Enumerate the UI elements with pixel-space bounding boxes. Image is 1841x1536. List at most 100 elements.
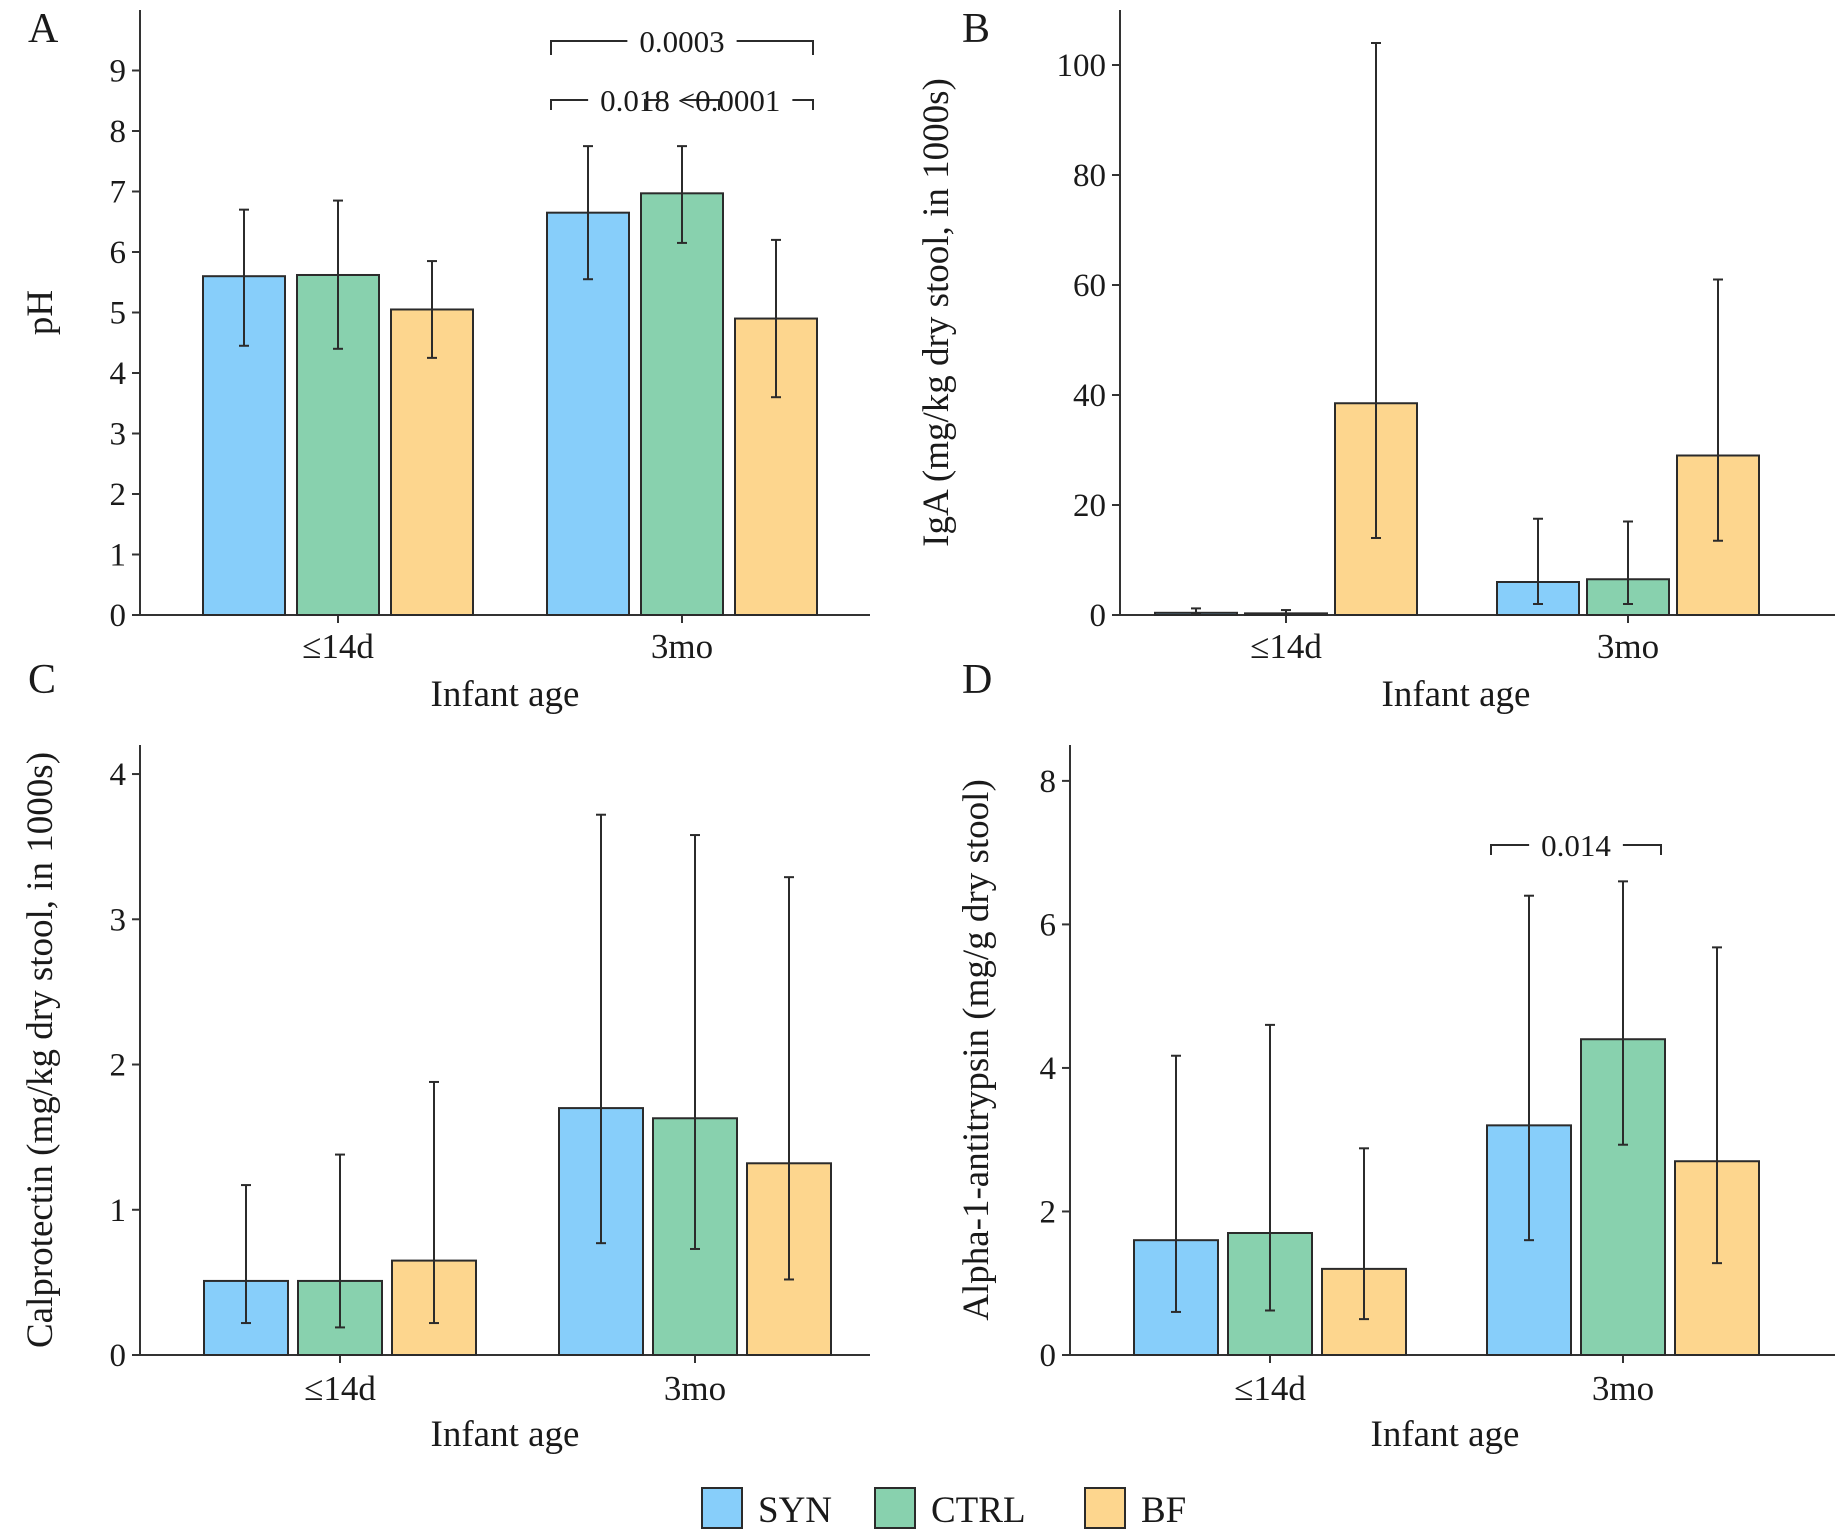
y-tick-label: 5 (110, 296, 127, 332)
x-axis-label: Infant age (431, 674, 580, 715)
y-tick-label: 2 (1040, 1194, 1057, 1230)
error-bar (335, 1153, 345, 1329)
error-bar (241, 1184, 251, 1325)
panel-letter: D (962, 657, 992, 703)
error-bar (583, 145, 593, 281)
error-bar (333, 199, 343, 350)
legend: SYN CTRL BF (701, 1487, 1186, 1531)
y-tick-label: 0 (1090, 598, 1107, 634)
x-tick-label: ≤14d (1234, 1369, 1306, 1408)
y-tick-label: 3 (110, 902, 127, 938)
x-tick-label: ≤14d (302, 627, 374, 666)
legend-item-bf: BF (1084, 1487, 1186, 1531)
y-tick-label: 9 (110, 54, 127, 90)
error-bar (596, 813, 606, 1245)
y-tick-label: 1 (110, 1193, 127, 1229)
error-bar (1712, 946, 1722, 1265)
bracket-left (550, 40, 628, 55)
legend-label: SYN (758, 1490, 832, 1531)
y-tick-label: 8 (1040, 764, 1057, 800)
y-tick-label: 60 (1073, 268, 1106, 304)
bracket-left (550, 99, 589, 110)
error-bar (1371, 42, 1381, 539)
error-bar (429, 1080, 439, 1325)
panel-b: B 0 20 40 60 80 100 IgA (mg/kg dry stool, in 10… (916, 6, 1835, 715)
legend-item-ctrl: CTRL (874, 1487, 1026, 1531)
y-tick-label: 100 (1057, 48, 1107, 84)
legend-label: CTRL (931, 1490, 1026, 1531)
legend-swatch (874, 1487, 916, 1529)
error-bar (1623, 520, 1633, 605)
significance-bracket: 0.014 (1490, 828, 1662, 863)
y-tick-label: 0 (110, 1338, 127, 1374)
significance-bracket: <0.0001 (644, 83, 814, 118)
y-tick-label: 20 (1073, 488, 1106, 524)
bar-ctrl (640, 192, 724, 616)
bracket-left (644, 99, 666, 110)
x-tick-label: ≤14d (1250, 627, 1322, 666)
error-bar (1171, 1054, 1181, 1313)
y-axis-label: Calprotectin (mg/kg dry stool, in 1000s) (20, 752, 61, 1348)
significance-label: 0.0003 (639, 24, 724, 59)
y-axis-label: pH (20, 290, 61, 335)
x-axis-label: Infant age (1371, 1414, 1520, 1455)
bracket-left (1490, 844, 1530, 855)
error-bar (784, 876, 794, 1281)
error-bar (1281, 609, 1291, 616)
legend-swatch (1084, 1487, 1126, 1529)
panel-letter: B (962, 6, 990, 52)
y-tick-label: 6 (1040, 907, 1057, 943)
legend-item-syn: SYN (701, 1487, 832, 1531)
y-tick-label: 7 (110, 175, 127, 211)
panel-letter: A (28, 6, 59, 52)
x-tick-label: ≤14d (304, 1369, 376, 1408)
x-tick-label: 3mo (664, 1369, 726, 1408)
legend-swatch (701, 1487, 743, 1529)
x-tick-label: 3mo (1597, 627, 1659, 666)
error-bar (427, 260, 437, 359)
error-bar (1359, 1147, 1369, 1321)
y-axis-label: IgA (mg/kg dry stool, in 1000s) (916, 78, 957, 547)
x-tick-label: 3mo (651, 627, 713, 666)
error-bar (239, 208, 249, 347)
x-tick-label: 3mo (1592, 1369, 1654, 1408)
y-axis-label: Alpha-1-antitrypsin (mg/g dry stool) (956, 779, 997, 1321)
significance-label: <0.0001 (678, 83, 781, 118)
y-tick-label: 8 (110, 114, 127, 150)
error-bar (1191, 607, 1201, 616)
bracket-right (736, 40, 814, 55)
y-tick-label: 2 (110, 477, 127, 513)
y-tick-label: 0 (1040, 1338, 1057, 1374)
y-tick-label: 2 (110, 1048, 127, 1084)
error-bar (1713, 278, 1723, 542)
y-tick-label: 4 (110, 757, 127, 793)
bracket-right (681, 99, 720, 110)
significance-bracket: 0.0003 (550, 24, 814, 59)
error-bar (1265, 1023, 1275, 1312)
significance-label: 0.014 (1541, 828, 1611, 863)
y-tick-label: 40 (1073, 378, 1106, 414)
error-bar (1524, 894, 1534, 1242)
panel-d: D 0 2 4 6 8 Alpha-1-antitrypsin (mg/g dry stoo… (956, 657, 1835, 1455)
y-tick-label: 4 (1040, 1051, 1057, 1087)
y-tick-label: 4 (110, 356, 127, 392)
legend-label: BF (1141, 1490, 1186, 1531)
bracket-right (1622, 844, 1662, 855)
error-bar (771, 238, 781, 399)
panel-letter: C (28, 657, 56, 703)
error-bar (1618, 880, 1628, 1146)
y-tick-label: 0 (110, 598, 127, 634)
error-bar (1533, 517, 1543, 605)
x-axis-label: Infant age (1382, 674, 1531, 715)
y-tick-label: 80 (1073, 158, 1106, 194)
error-bar (677, 145, 687, 244)
bar-bf (390, 308, 474, 616)
y-tick-label: 3 (110, 417, 127, 453)
y-tick-label: 6 (110, 235, 127, 271)
x-axis-label: Infant age (431, 1414, 580, 1455)
y-tick-label: 1 (110, 538, 127, 574)
error-bar (690, 834, 700, 1250)
bracket-right (792, 99, 814, 110)
